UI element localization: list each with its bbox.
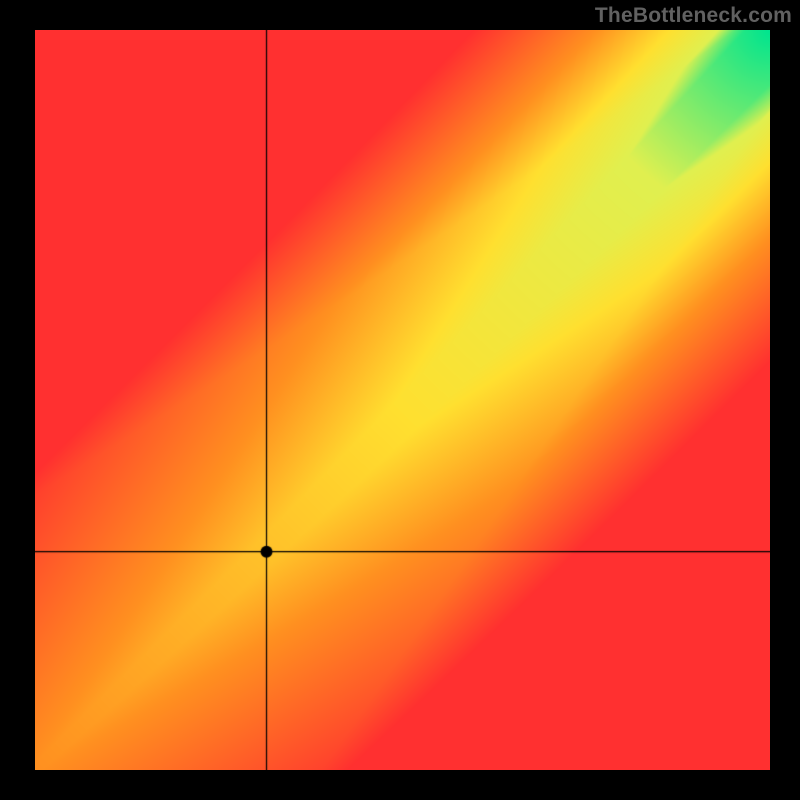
bottleneck-heatmap <box>35 30 770 770</box>
watermark-text: TheBottleneck.com <box>595 4 792 28</box>
